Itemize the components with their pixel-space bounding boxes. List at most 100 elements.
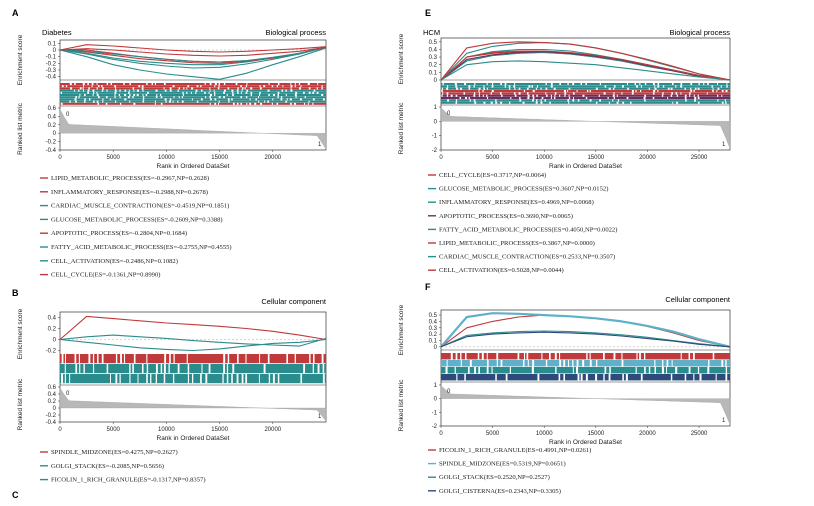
hit-gap [245, 374, 248, 384]
hit-gap [92, 89, 95, 92]
legend-entry: FICOLIN_1_RICH_GRANULE(ES=-0.1317,NP=0.8… [51, 477, 206, 484]
hit-gap [285, 100, 288, 103]
hit-gap [617, 99, 620, 102]
rank-axis-label: Ranked list metric [17, 102, 24, 154]
hit-gap [127, 96, 130, 99]
hit-gap [725, 90, 728, 93]
hit-gap [486, 353, 488, 360]
hit-gap [74, 354, 77, 364]
hit-gap [209, 83, 212, 86]
hit-gap [644, 353, 646, 360]
hit-gap [61, 85, 64, 88]
hit-gap [163, 83, 166, 86]
rank-metric-area [59, 108, 327, 150]
hit-gap [232, 364, 235, 374]
hit-gap [711, 85, 713, 88]
hit-gap [141, 364, 144, 374]
hit-gap [208, 91, 210, 94]
es-series-line-golgi-stack [440, 330, 731, 348]
hit-gap [118, 94, 121, 97]
x-tick-label: 20000 [264, 427, 281, 433]
hit-gap [300, 374, 303, 384]
rank-metric-area [59, 387, 327, 422]
hit-gap [132, 364, 134, 374]
hit-gap [267, 100, 270, 103]
hit-gap [518, 92, 521, 95]
rank-tick-label: 0.2 [48, 399, 57, 405]
hit-gap [460, 353, 462, 360]
hit-gap [79, 94, 81, 97]
hit-gap [698, 83, 700, 86]
hit-gap [105, 96, 108, 99]
hit-band [60, 364, 326, 374]
hit-gap [644, 83, 647, 86]
hit-gap [79, 364, 81, 374]
hit-gap [580, 374, 583, 381]
hit-gap [141, 87, 144, 90]
hit-gap [694, 99, 696, 102]
hit-gap [145, 94, 148, 97]
x-tick-label: 5000 [486, 155, 500, 161]
hit-gap [545, 360, 548, 367]
legend-entry: APOPTOTIC_PROCESS(ES=0.3690,NP=0.0065) [439, 213, 573, 220]
hit-gap [200, 85, 202, 88]
hit-gap [263, 85, 266, 88]
rank-annot-start: 0 [447, 111, 451, 117]
hit-gap [97, 96, 100, 99]
hit-gap [621, 360, 624, 367]
hit-gap [634, 83, 636, 86]
hit-gap [187, 374, 190, 384]
hit-gap [450, 353, 453, 360]
hit-gap [501, 94, 503, 97]
hit-gap [164, 89, 167, 92]
hit-gap [91, 85, 93, 88]
hit-gap [595, 374, 598, 381]
hit-gap [500, 101, 503, 104]
x-tick-label: 5000 [486, 431, 500, 437]
hit-gap [699, 374, 702, 381]
hit-gap [545, 92, 547, 95]
es-tick-label: 0 [434, 78, 438, 84]
hit-gap [550, 83, 553, 86]
hit-gap [204, 96, 207, 99]
hit-gap [568, 87, 571, 90]
hit-gap [688, 367, 691, 374]
hit-gap [482, 94, 484, 97]
x-tick-label: 5000 [107, 427, 121, 433]
hit-gap [496, 353, 499, 360]
legend-entry: LIPID_METABOLIC_PROCESS(ES=0.3867,NP=0.0… [439, 240, 595, 247]
legend-entry: INFLAMMATORY_RESPONSE(ES=-0.2988,NP=0.26… [51, 189, 208, 196]
rank-tick-label: -1 [432, 134, 438, 140]
hit-gap [523, 90, 526, 93]
hit-gap [580, 83, 582, 86]
rank-tick-label: 0.2 [48, 123, 57, 129]
hit-gap [163, 364, 166, 374]
hit-gap [173, 96, 175, 99]
hit-gap [661, 94, 664, 97]
es-series-line-spindle-midzone [440, 312, 731, 348]
es-tick-label: -0.2 [46, 349, 57, 355]
hit-gap [259, 102, 263, 105]
hit-gap [272, 98, 274, 101]
hit-gap [613, 97, 615, 100]
hit-gap [455, 85, 458, 88]
rank-tick-label: 0.4 [48, 114, 57, 120]
hit-gap [218, 83, 220, 86]
hit-gap [717, 94, 719, 97]
hit-gap [231, 98, 233, 101]
hit-gap [643, 97, 646, 100]
hit-gap [64, 354, 66, 364]
hit-gap [568, 97, 571, 100]
es-series-line-ficolin-1-rich-granule [59, 334, 327, 347]
hit-gap [697, 97, 700, 100]
hit-gap [550, 85, 553, 88]
hit-gap [209, 96, 211, 99]
hit-gap [541, 97, 544, 100]
hit-gap [473, 99, 476, 102]
hit-gap [544, 99, 546, 102]
hit-gap [271, 85, 274, 88]
hit-gap [662, 85, 665, 88]
hit-gap [88, 354, 91, 364]
hit-gap [473, 85, 475, 88]
